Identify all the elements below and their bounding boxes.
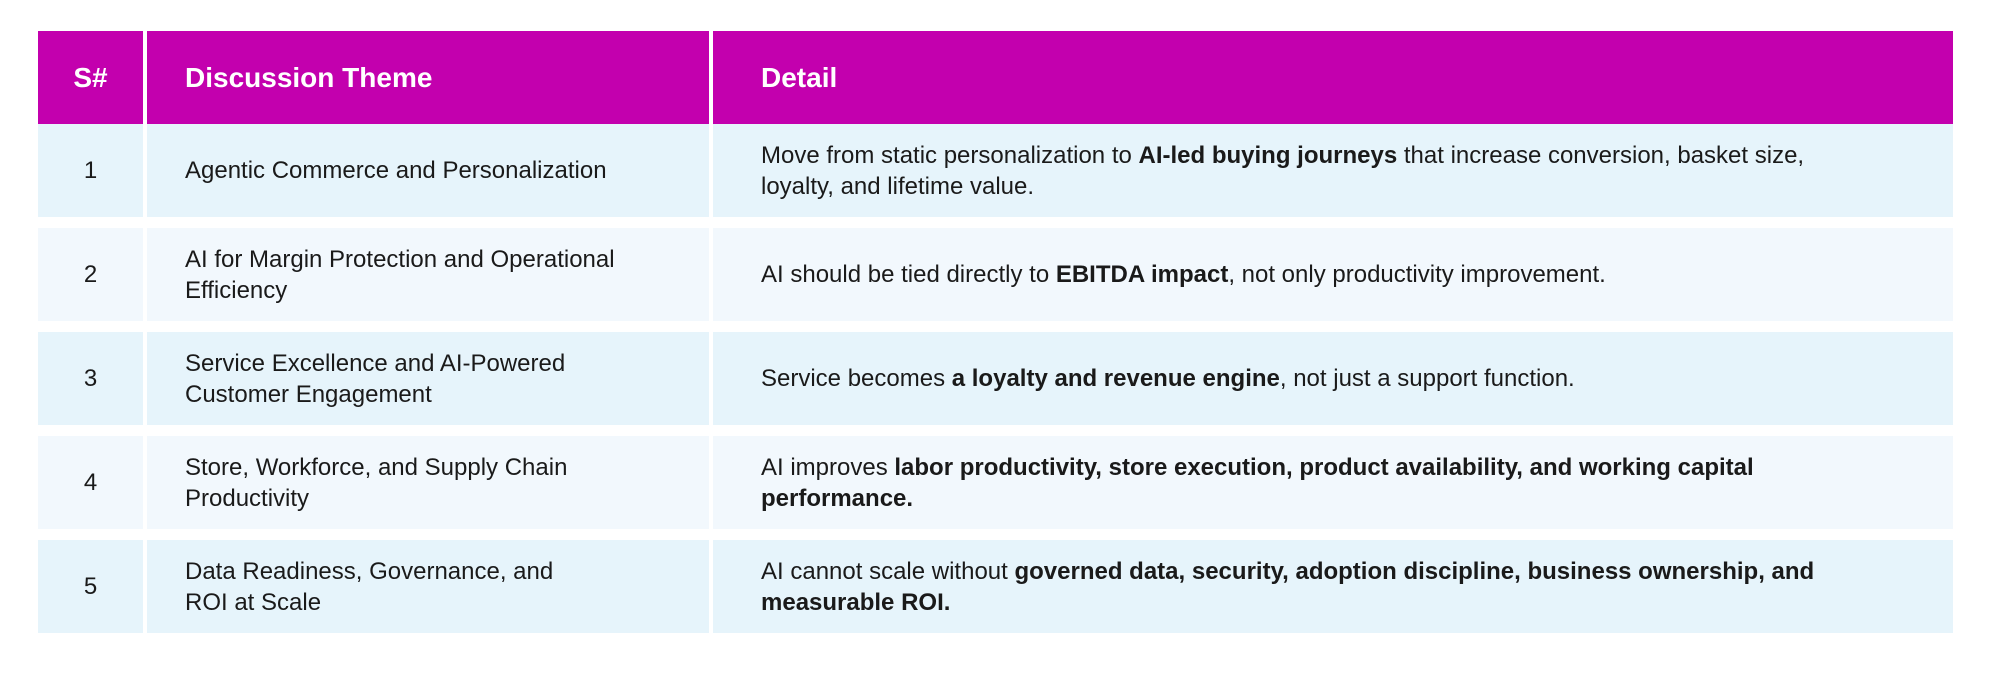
detail-cell: Move from static personalization to AI-l… [713,124,1953,217]
detail-segment: Service becomes [761,365,952,392]
header-row: S# Discussion Theme Detail [38,31,1953,124]
table: S# Discussion Theme Detail 1 Agentic Comm… [38,31,1953,633]
theme-cell: AI for Margin Protection and Operational… [147,228,709,321]
header-cell: S# [38,31,143,124]
separator [143,31,147,124]
detail-segment: Move from static personalization to [761,141,1139,169]
detail-text: AI cannot scale without governed data, s… [761,556,1863,618]
detail-segment: , not only productivity improvement. [1228,261,1606,288]
table-row: 4 Store, Workforce, and Supply Chain Prod… [38,436,1953,529]
header-cell: Detail [713,31,1953,124]
theme-cell: Data Readiness, Governance, and ROI at S… [147,540,709,633]
detail-segment: AI should be tied directly to [761,261,1056,288]
detail-text: AI should be tied directly to EBITDA imp… [761,259,1606,290]
theme-cell: Agentic Commerce and Personalization [147,124,709,217]
detail-text: Move from static personalization to AI-l… [761,140,1863,202]
detail-segment: AI improves [761,453,895,481]
detail-text: Service becomes a loyalty and revenue en… [761,363,1575,394]
row-number: 3 [38,332,143,425]
detail-cell: AI should be tied directly to EBITDA imp… [713,228,1953,321]
row-number: 5 [38,540,143,633]
detail-segment: , not just a support function. [1279,365,1575,392]
detail-text: AI improves labor productivity, store ex… [761,452,1863,514]
separator [709,31,713,124]
row-number: 2 [38,228,143,321]
table-body: 1 Agentic Commerce and Personalization Mov… [38,124,1953,633]
detail-cell: Service becomes a loyalty and revenue en… [713,332,1953,425]
theme-cell: Store, Workforce, and Supply Chain Produ… [147,436,709,529]
detail-bold: labor productivity, store execution, pro… [761,453,1754,512]
row-number: 1 [38,124,143,217]
detail-segment: that increase conversion, basket size, l… [761,141,1805,200]
theme-cell: Service Excellence and AI-Powered Custom… [147,332,709,425]
detail-bold: a loyalty and revenue engine [951,365,1280,392]
detail-bold: governed data, security, adoption discip… [761,557,1815,616]
table-row: 2 AI for Margin Protection and Operationa… [38,228,1953,321]
table-row: 5 Data Readiness, Governance, and ROI at … [38,540,1953,633]
header-cell: Discussion Theme [147,31,709,124]
detail-cell: AI improves labor productivity, store ex… [713,436,1953,529]
detail-segment: AI cannot scale without [761,557,1015,585]
row-number: 4 [38,436,143,529]
detail-bold: AI-led buying journeys [1138,141,1398,169]
table-row: 3 Service Excellence and AI-Powered Custo… [38,332,1953,425]
detail-bold: EBITDA impact [1055,261,1229,288]
detail-cell: AI cannot scale without governed data, s… [713,540,1953,633]
table-row: 1 Agentic Commerce and Personalization Mov… [38,124,1953,217]
